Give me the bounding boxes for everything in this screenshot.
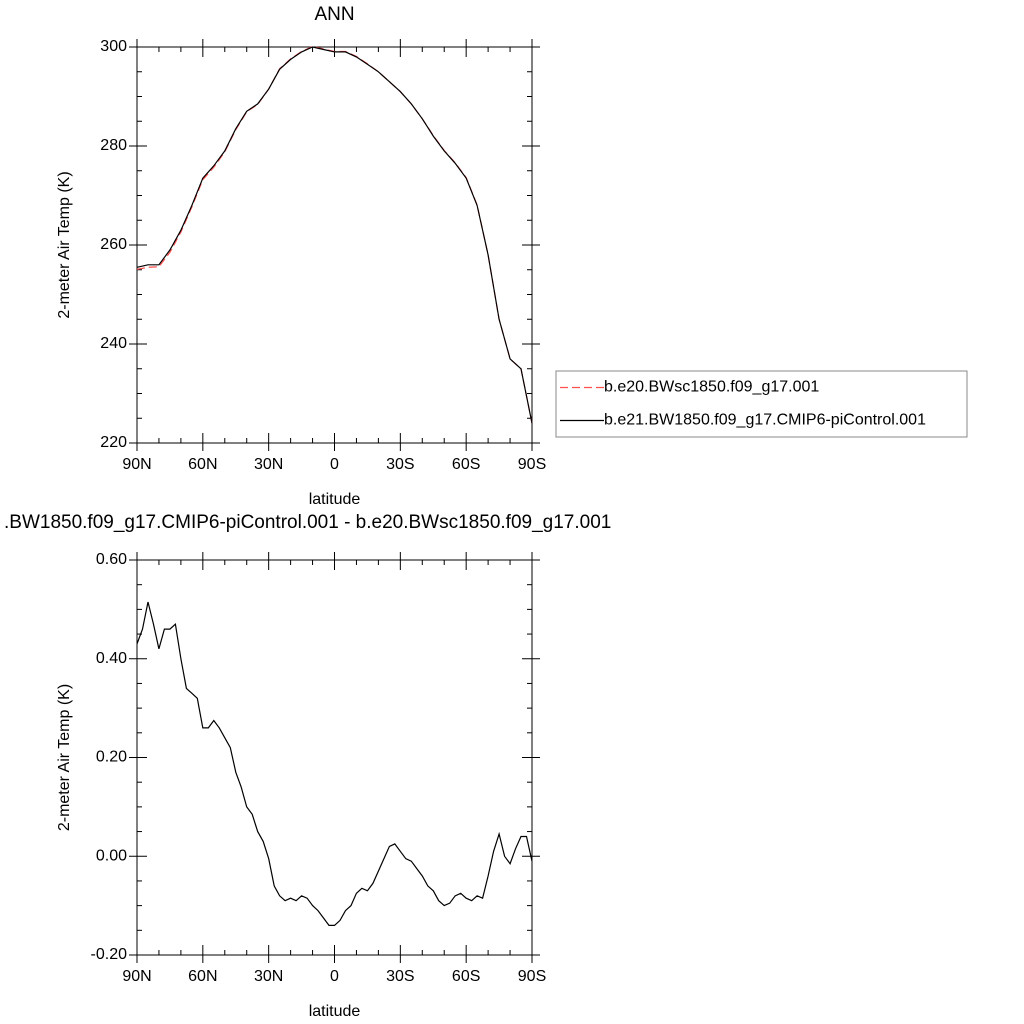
x-tick-label: 60N	[188, 456, 217, 473]
y-tick-label: 0.00	[96, 847, 127, 864]
x-tick-label: 90N	[122, 968, 151, 985]
legend-label: b.e20.BWsc1850.f09_g17.001	[604, 379, 819, 396]
x-tick-label: 60N	[188, 968, 217, 985]
y-tick-label: 220	[100, 434, 127, 451]
plot-frame	[136, 559, 533, 956]
y-tick-label: 240	[100, 335, 127, 352]
x-tick-label: 30S	[386, 968, 414, 985]
x-tick-label: 90S	[518, 968, 546, 985]
y-tick-label: 300	[100, 38, 127, 55]
plot-frame	[136, 46, 533, 444]
x-tick-label: 0	[330, 456, 339, 473]
x-tick-label: 60S	[452, 456, 480, 473]
x-tick-label: 30S	[386, 456, 414, 473]
y-axis-label: 2-meter Air Temp (K)	[56, 171, 73, 318]
x-tick-label: 60S	[452, 968, 480, 985]
y-tick-label: 0.40	[96, 650, 127, 667]
x-tick-label: 30N	[254, 456, 283, 473]
chart-title: .BW1850.f09_g17.CMIP6-piControl.001 - b.…	[4, 512, 611, 533]
data-line	[136, 46, 533, 424]
legend-box	[555, 370, 968, 438]
y-tick-label: 260	[100, 236, 127, 253]
data-line	[136, 601, 533, 926]
x-axis-label: latitude	[309, 1003, 361, 1020]
chart-title: ANN	[314, 4, 354, 25]
y-axis-label: 2-meter Air Temp (K)	[56, 684, 73, 831]
x-tick-label: 90S	[518, 456, 546, 473]
x-tick-label: 30N	[254, 968, 283, 985]
y-tick-label: 0.60	[96, 551, 127, 568]
y-tick-label: 0.20	[96, 749, 127, 766]
x-tick-label: 0	[330, 968, 339, 985]
legend-label: b.e21.BW1850.f09_g17.CMIP6-piControl.001	[604, 412, 926, 429]
y-tick-label: -0.20	[91, 946, 128, 963]
x-axis-label: latitude	[309, 491, 361, 508]
data-line	[136, 45, 533, 424]
y-tick-label: 280	[100, 137, 127, 154]
x-tick-label: 90N	[122, 456, 151, 473]
